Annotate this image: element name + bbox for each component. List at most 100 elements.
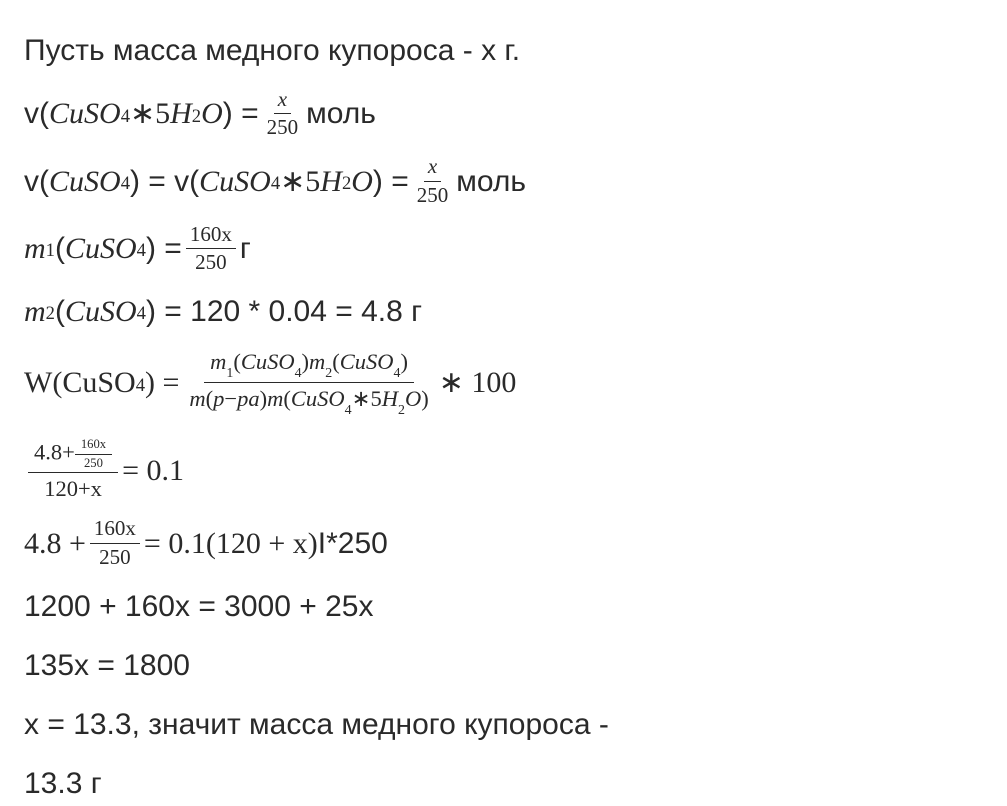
sub-4: 4 bbox=[137, 237, 146, 265]
frac-den: 250 bbox=[95, 544, 135, 570]
sub-4: 4 bbox=[121, 103, 130, 131]
m-sub: 2 bbox=[46, 300, 55, 328]
fraction: x 250 bbox=[413, 154, 453, 207]
chem-s2: S bbox=[234, 159, 249, 204]
line-2: v(CuSO4 ∗ 5H2O ) = x 250 моль bbox=[24, 87, 983, 140]
const: 4.8+ bbox=[34, 439, 75, 464]
star: ∗ bbox=[130, 91, 155, 136]
line-6: W(CuSO4) = m1(CuSO4)m2(CuSO4) m(p−pa)m(C… bbox=[24, 348, 983, 417]
o1: ( bbox=[233, 349, 241, 374]
n4: 4 bbox=[295, 366, 302, 381]
s: S bbox=[267, 349, 278, 374]
close-eq2: ) = bbox=[373, 159, 409, 204]
inner-frac: 160x250 bbox=[75, 438, 112, 471]
n4b: 4 bbox=[394, 366, 401, 381]
open: ( bbox=[55, 289, 65, 334]
chem-s: S bbox=[84, 91, 99, 136]
chem-s: S bbox=[100, 289, 115, 334]
line-7: 4.8+160x250 120+x = 0.1 bbox=[24, 438, 983, 503]
W: W bbox=[24, 360, 52, 405]
dpa: pa bbox=[237, 386, 260, 411]
chem-s: S bbox=[100, 226, 115, 271]
open: ( bbox=[52, 360, 62, 405]
m-sub: 1 bbox=[46, 237, 55, 265]
chem-cu: Cu bbox=[65, 226, 100, 271]
fraction: 160x 250 bbox=[90, 516, 140, 569]
ds: S bbox=[317, 386, 328, 411]
text: х = 13.3, значит масса медного купороса … bbox=[24, 702, 609, 747]
frac-num: x bbox=[274, 87, 291, 114]
dd: − bbox=[224, 386, 237, 411]
fraction: 160x 250 bbox=[186, 222, 236, 275]
tail: I*250 bbox=[318, 521, 388, 566]
chem-o: O bbox=[114, 360, 136, 405]
close-eq: ) = bbox=[145, 360, 179, 405]
m-label: m bbox=[24, 226, 46, 271]
unit: моль bbox=[456, 159, 526, 204]
ob: O bbox=[377, 349, 393, 374]
sub-4: 4 bbox=[137, 300, 146, 328]
dstar: ∗ bbox=[352, 386, 371, 411]
chem-o2: O bbox=[249, 159, 271, 204]
sub-2: 2 bbox=[342, 170, 351, 198]
text: 1200 + 160х = 3000 + 25х bbox=[24, 584, 373, 629]
outer-fraction: 4.8+160x250 120+x bbox=[28, 438, 118, 503]
eq: = 0.1 bbox=[122, 448, 184, 493]
frac-den: 250 bbox=[263, 114, 303, 140]
dc2: ) bbox=[421, 386, 429, 411]
chem-o: O bbox=[99, 91, 121, 136]
m2: m bbox=[309, 349, 325, 374]
text: Пусть масса медного купороса - х г. bbox=[24, 28, 520, 73]
c2: ) bbox=[401, 349, 409, 374]
frac-num: 4.8+160x250 bbox=[28, 438, 118, 474]
chem-o3: O bbox=[351, 159, 373, 204]
line-10: 135х = 1800 bbox=[24, 643, 983, 688]
frac-num: 160x bbox=[90, 516, 140, 543]
frac-num: m1(CuSO4)m2(CuSO4) bbox=[204, 348, 414, 383]
chem-cu2: Cu bbox=[199, 159, 234, 204]
dod: O bbox=[328, 386, 344, 411]
chem-cu: Cu bbox=[62, 360, 97, 405]
chem-s: S bbox=[84, 159, 99, 204]
c1: ) bbox=[302, 349, 310, 374]
chem-h: H bbox=[170, 91, 192, 136]
dc1: ) bbox=[260, 386, 268, 411]
line-12: 13.3 г bbox=[24, 761, 983, 806]
chem-s: S bbox=[97, 360, 114, 405]
frac-den: 120+x bbox=[38, 473, 108, 502]
line-3: v(CuSO4 ) = v(CuSO4 ∗ 5H2O ) = x 250 мол… bbox=[24, 154, 983, 207]
star: ∗ bbox=[280, 159, 305, 204]
text: 135х = 1800 bbox=[24, 643, 190, 688]
v-open: v( bbox=[24, 159, 49, 204]
o: O bbox=[278, 349, 294, 374]
sub-2: 2 bbox=[192, 103, 201, 131]
line-5: m2 (CuSO4 ) = 120 * 0.04 = 4.8 г bbox=[24, 289, 983, 334]
lhs-const: 4.8 + bbox=[24, 521, 86, 566]
line-9: 1200 + 160х = 3000 + 25х bbox=[24, 584, 983, 629]
v-open: v( bbox=[24, 91, 49, 136]
line-4: m1 (CuSO4 ) = 160x 250 г bbox=[24, 222, 983, 275]
frac-num: 160x bbox=[186, 222, 236, 249]
close-eq: ) = bbox=[146, 226, 182, 271]
dm: m bbox=[189, 386, 205, 411]
unit: моль bbox=[306, 91, 376, 136]
close-eq1: ) = v( bbox=[130, 159, 199, 204]
s1: 1 bbox=[226, 366, 233, 381]
frac-den: 250 bbox=[191, 249, 231, 275]
chem-cu: Cu bbox=[49, 159, 84, 204]
chem-h: H bbox=[320, 159, 342, 204]
d2: 2 bbox=[398, 403, 405, 418]
do2: ( bbox=[283, 386, 291, 411]
frac-den: m(p−pa)m(CuSO4∗5H2O) bbox=[183, 383, 434, 417]
dcu: Cu bbox=[291, 386, 317, 411]
frac-num: x bbox=[424, 154, 441, 181]
dh: H bbox=[382, 386, 398, 411]
inum: 160x bbox=[75, 438, 112, 455]
text: 13.3 г bbox=[24, 761, 102, 806]
sub-4: 4 bbox=[136, 372, 145, 400]
five: 5 bbox=[305, 159, 320, 204]
chem-o2: O bbox=[201, 91, 223, 136]
line-11: х = 13.3, значит масса медного купороса … bbox=[24, 702, 983, 747]
chem-cu: Cu bbox=[49, 91, 84, 136]
close-eq: ) = 120 * 0.04 = 4.8 г bbox=[146, 289, 422, 334]
